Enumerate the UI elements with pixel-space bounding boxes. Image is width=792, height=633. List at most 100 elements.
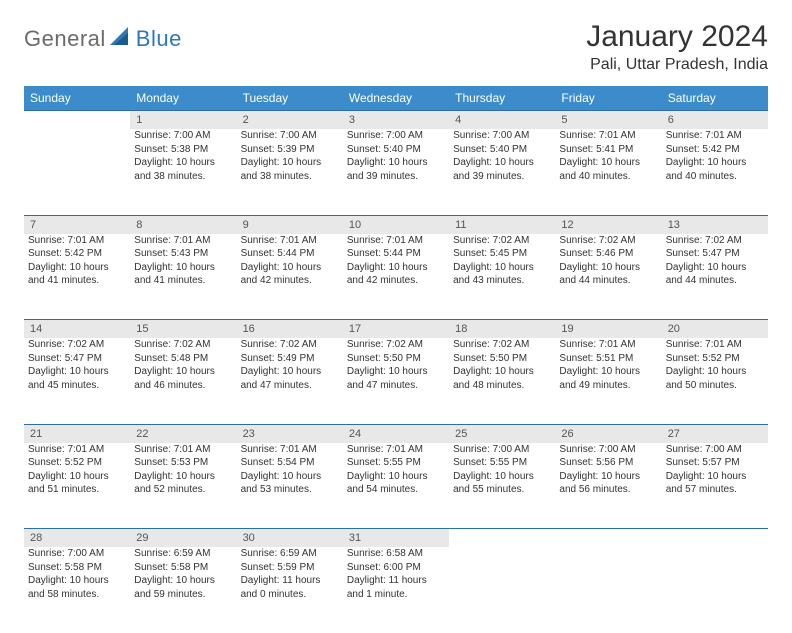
sunrise-text: Sunrise: 7:01 AM	[666, 129, 764, 143]
sunset-text: Sunset: 5:54 PM	[241, 456, 339, 470]
day-info-cell: Sunrise: 7:01 AMSunset: 5:44 PMDaylight:…	[343, 234, 449, 320]
day-header-wednesday: Wednesday	[343, 86, 449, 111]
location: Pali, Uttar Pradesh, India	[586, 56, 768, 74]
sunset-text: Sunset: 5:42 PM	[28, 247, 126, 261]
day-info-cell: Sunrise: 7:02 AMSunset: 5:45 PMDaylight:…	[449, 234, 555, 320]
day-header-monday: Monday	[130, 86, 236, 111]
day-info-cell: Sunrise: 7:02 AMSunset: 5:48 PMDaylight:…	[130, 338, 236, 424]
week-info-row: Sunrise: 7:00 AMSunset: 5:58 PMDaylight:…	[24, 547, 768, 633]
day-info-cell: Sunrise: 7:01 AMSunset: 5:53 PMDaylight:…	[130, 443, 236, 529]
sunrise-text: Sunrise: 7:01 AM	[347, 234, 445, 248]
day-number-cell: 2	[237, 111, 343, 130]
day-info-cell: Sunrise: 7:02 AMSunset: 5:46 PMDaylight:…	[555, 234, 661, 320]
day-info-cell: Sunrise: 7:00 AMSunset: 5:56 PMDaylight:…	[555, 443, 661, 529]
day-number-cell: 1	[130, 111, 236, 130]
sunset-text: Sunset: 5:55 PM	[453, 456, 551, 470]
daylight-text: Daylight: 10 hours and 48 minutes.	[453, 365, 551, 392]
daylight-text: Daylight: 11 hours and 0 minutes.	[241, 574, 339, 601]
day-header-friday: Friday	[555, 86, 661, 111]
day-number-cell: 23	[237, 424, 343, 443]
week-daynum-row: 78910111213	[24, 215, 768, 234]
sunrise-text: Sunrise: 7:02 AM	[559, 234, 657, 248]
sunset-text: Sunset: 5:42 PM	[666, 143, 764, 157]
day-number-cell: 12	[555, 215, 661, 234]
day-number-cell: 5	[555, 111, 661, 130]
sunrise-text: Sunrise: 7:00 AM	[453, 129, 551, 143]
sunset-text: Sunset: 5:53 PM	[134, 456, 232, 470]
daylight-text: Daylight: 10 hours and 58 minutes.	[28, 574, 126, 601]
day-info-cell: Sunrise: 6:58 AMSunset: 6:00 PMDaylight:…	[343, 547, 449, 633]
week-info-row: Sunrise: 7:00 AM Sunset: 5:38 PM Daylight:…	[24, 129, 768, 215]
week-daynum-row: 28293031	[24, 529, 768, 548]
day-number-cell: 21	[24, 424, 130, 443]
day-number-cell: 10	[343, 215, 449, 234]
sunset-text: Sunset: 5:52 PM	[666, 352, 764, 366]
logo-sail-icon	[110, 27, 132, 52]
daylight-text: Daylight: 10 hours and 40 minutes.	[666, 156, 764, 183]
sunrise-text: Sunrise: 7:00 AM	[559, 443, 657, 457]
day-number-cell: 6	[662, 111, 768, 130]
daylight-text: Daylight: 10 hours and 41 minutes.	[134, 261, 232, 288]
day-info-cell: Sunrise: 7:02 AMSunset: 5:50 PMDaylight:…	[449, 338, 555, 424]
sunset-text: Sunset: 5:59 PM	[241, 561, 339, 575]
daylight-text: Daylight: 10 hours and 42 minutes.	[347, 261, 445, 288]
sunrise-text: Sunrise: 6:58 AM	[347, 547, 445, 561]
day-number-cell: 11	[449, 215, 555, 234]
day-number-cell: 28	[24, 529, 130, 548]
day-info-cell: Sunrise: 7:02 AMSunset: 5:49 PMDaylight:…	[237, 338, 343, 424]
day-number-cell: 20	[662, 320, 768, 339]
daylight-text: Daylight: 10 hours and 53 minutes.	[241, 470, 339, 497]
daylight-text: Daylight: 10 hours and 51 minutes.	[28, 470, 126, 497]
sunrise-text: Sunrise: 7:02 AM	[666, 234, 764, 248]
sunrise-text: Sunrise: 7:01 AM	[28, 234, 126, 248]
day-number-cell: 7	[24, 215, 130, 234]
day-number-cell	[449, 529, 555, 548]
week-info-row: Sunrise: 7:02 AMSunset: 5:47 PMDaylight:…	[24, 338, 768, 424]
day-info-cell: Sunrise: 7:01 AMSunset: 5:54 PMDaylight:…	[237, 443, 343, 529]
daylight-text: Daylight: 10 hours and 50 minutes.	[666, 365, 764, 392]
daylight-text: Daylight: 10 hours and 39 minutes.	[347, 156, 445, 183]
day-info-cell: Sunrise: 7:00 AMSunset: 5:58 PMDaylight:…	[24, 547, 130, 633]
sunset-text: Sunset: 5:51 PM	[559, 352, 657, 366]
day-number-cell: 8	[130, 215, 236, 234]
day-info-cell	[555, 547, 661, 633]
day-number-cell: 14	[24, 320, 130, 339]
day-header-thursday: Thursday	[449, 86, 555, 111]
daylight-text: Daylight: 10 hours and 45 minutes.	[28, 365, 126, 392]
logo-text-general: General	[24, 26, 106, 52]
day-info-cell: Sunrise: 7:01 AMSunset: 5:42 PMDaylight:…	[24, 234, 130, 320]
day-info-cell: Sunrise: 7:00 AMSunset: 5:38 PMDaylight:…	[130, 129, 236, 215]
day-number-cell: 9	[237, 215, 343, 234]
sunrise-text: Sunrise: 7:01 AM	[28, 443, 126, 457]
day-number-cell: 24	[343, 424, 449, 443]
daylight-text: Daylight: 10 hours and 55 minutes.	[453, 470, 551, 497]
day-header-tuesday: Tuesday	[237, 86, 343, 111]
sunrise-text: Sunrise: 7:00 AM	[453, 443, 551, 457]
day-info-cell: Sunrise: 7:00 AMSunset: 5:40 PMDaylight:…	[449, 129, 555, 215]
week-info-row: Sunrise: 7:01 AMSunset: 5:42 PMDaylight:…	[24, 234, 768, 320]
day-number-cell: 19	[555, 320, 661, 339]
day-info-cell: Sunrise: 7:01 AMSunset: 5:43 PMDaylight:…	[130, 234, 236, 320]
day-info-cell: Sunrise: 7:00 AMSunset: 5:57 PMDaylight:…	[662, 443, 768, 529]
sunrise-text: Sunrise: 7:01 AM	[559, 129, 657, 143]
calendar-body: 1 23 456 Sunrise: 7:00 AM Sunset: 5:38 PM Day…	[24, 111, 768, 633]
day-number-cell: 4	[449, 111, 555, 130]
sunset-text: Sunset: 5:57 PM	[666, 456, 764, 470]
daylight-text: Daylight: 10 hours and 49 minutes.	[559, 365, 657, 392]
day-info-cell: Sunrise: 6:59 AMSunset: 5:58 PMDaylight:…	[130, 547, 236, 633]
sunrise-text: Sunrise: 7:02 AM	[241, 338, 339, 352]
sunset-text: Sunset: 5:38 PM	[134, 143, 232, 157]
day-info-cell: Sunrise: 7:02 AMSunset: 5:50 PMDaylight:…	[343, 338, 449, 424]
day-info-cell	[662, 547, 768, 633]
day-number-cell: 26	[555, 424, 661, 443]
sunrise-text: Sunrise: 7:01 AM	[241, 443, 339, 457]
sunrise-text: Sunrise: 6:59 AM	[241, 547, 339, 561]
day-info-cell: Sunrise: 7:00 AMSunset: 5:40 PMDaylight:…	[343, 129, 449, 215]
sunrise-text: Sunrise: 7:00 AM	[347, 129, 445, 143]
sunrise-text: Sunrise: 7:00 AM	[28, 547, 126, 561]
daylight-text: Daylight: 10 hours and 44 minutes.	[666, 261, 764, 288]
daylight-text: Daylight: 10 hours and 40 minutes.	[559, 156, 657, 183]
day-header-saturday: Saturday	[662, 86, 768, 111]
daylight-text: Daylight: 10 hours and 54 minutes.	[347, 470, 445, 497]
day-number-cell: 22	[130, 424, 236, 443]
